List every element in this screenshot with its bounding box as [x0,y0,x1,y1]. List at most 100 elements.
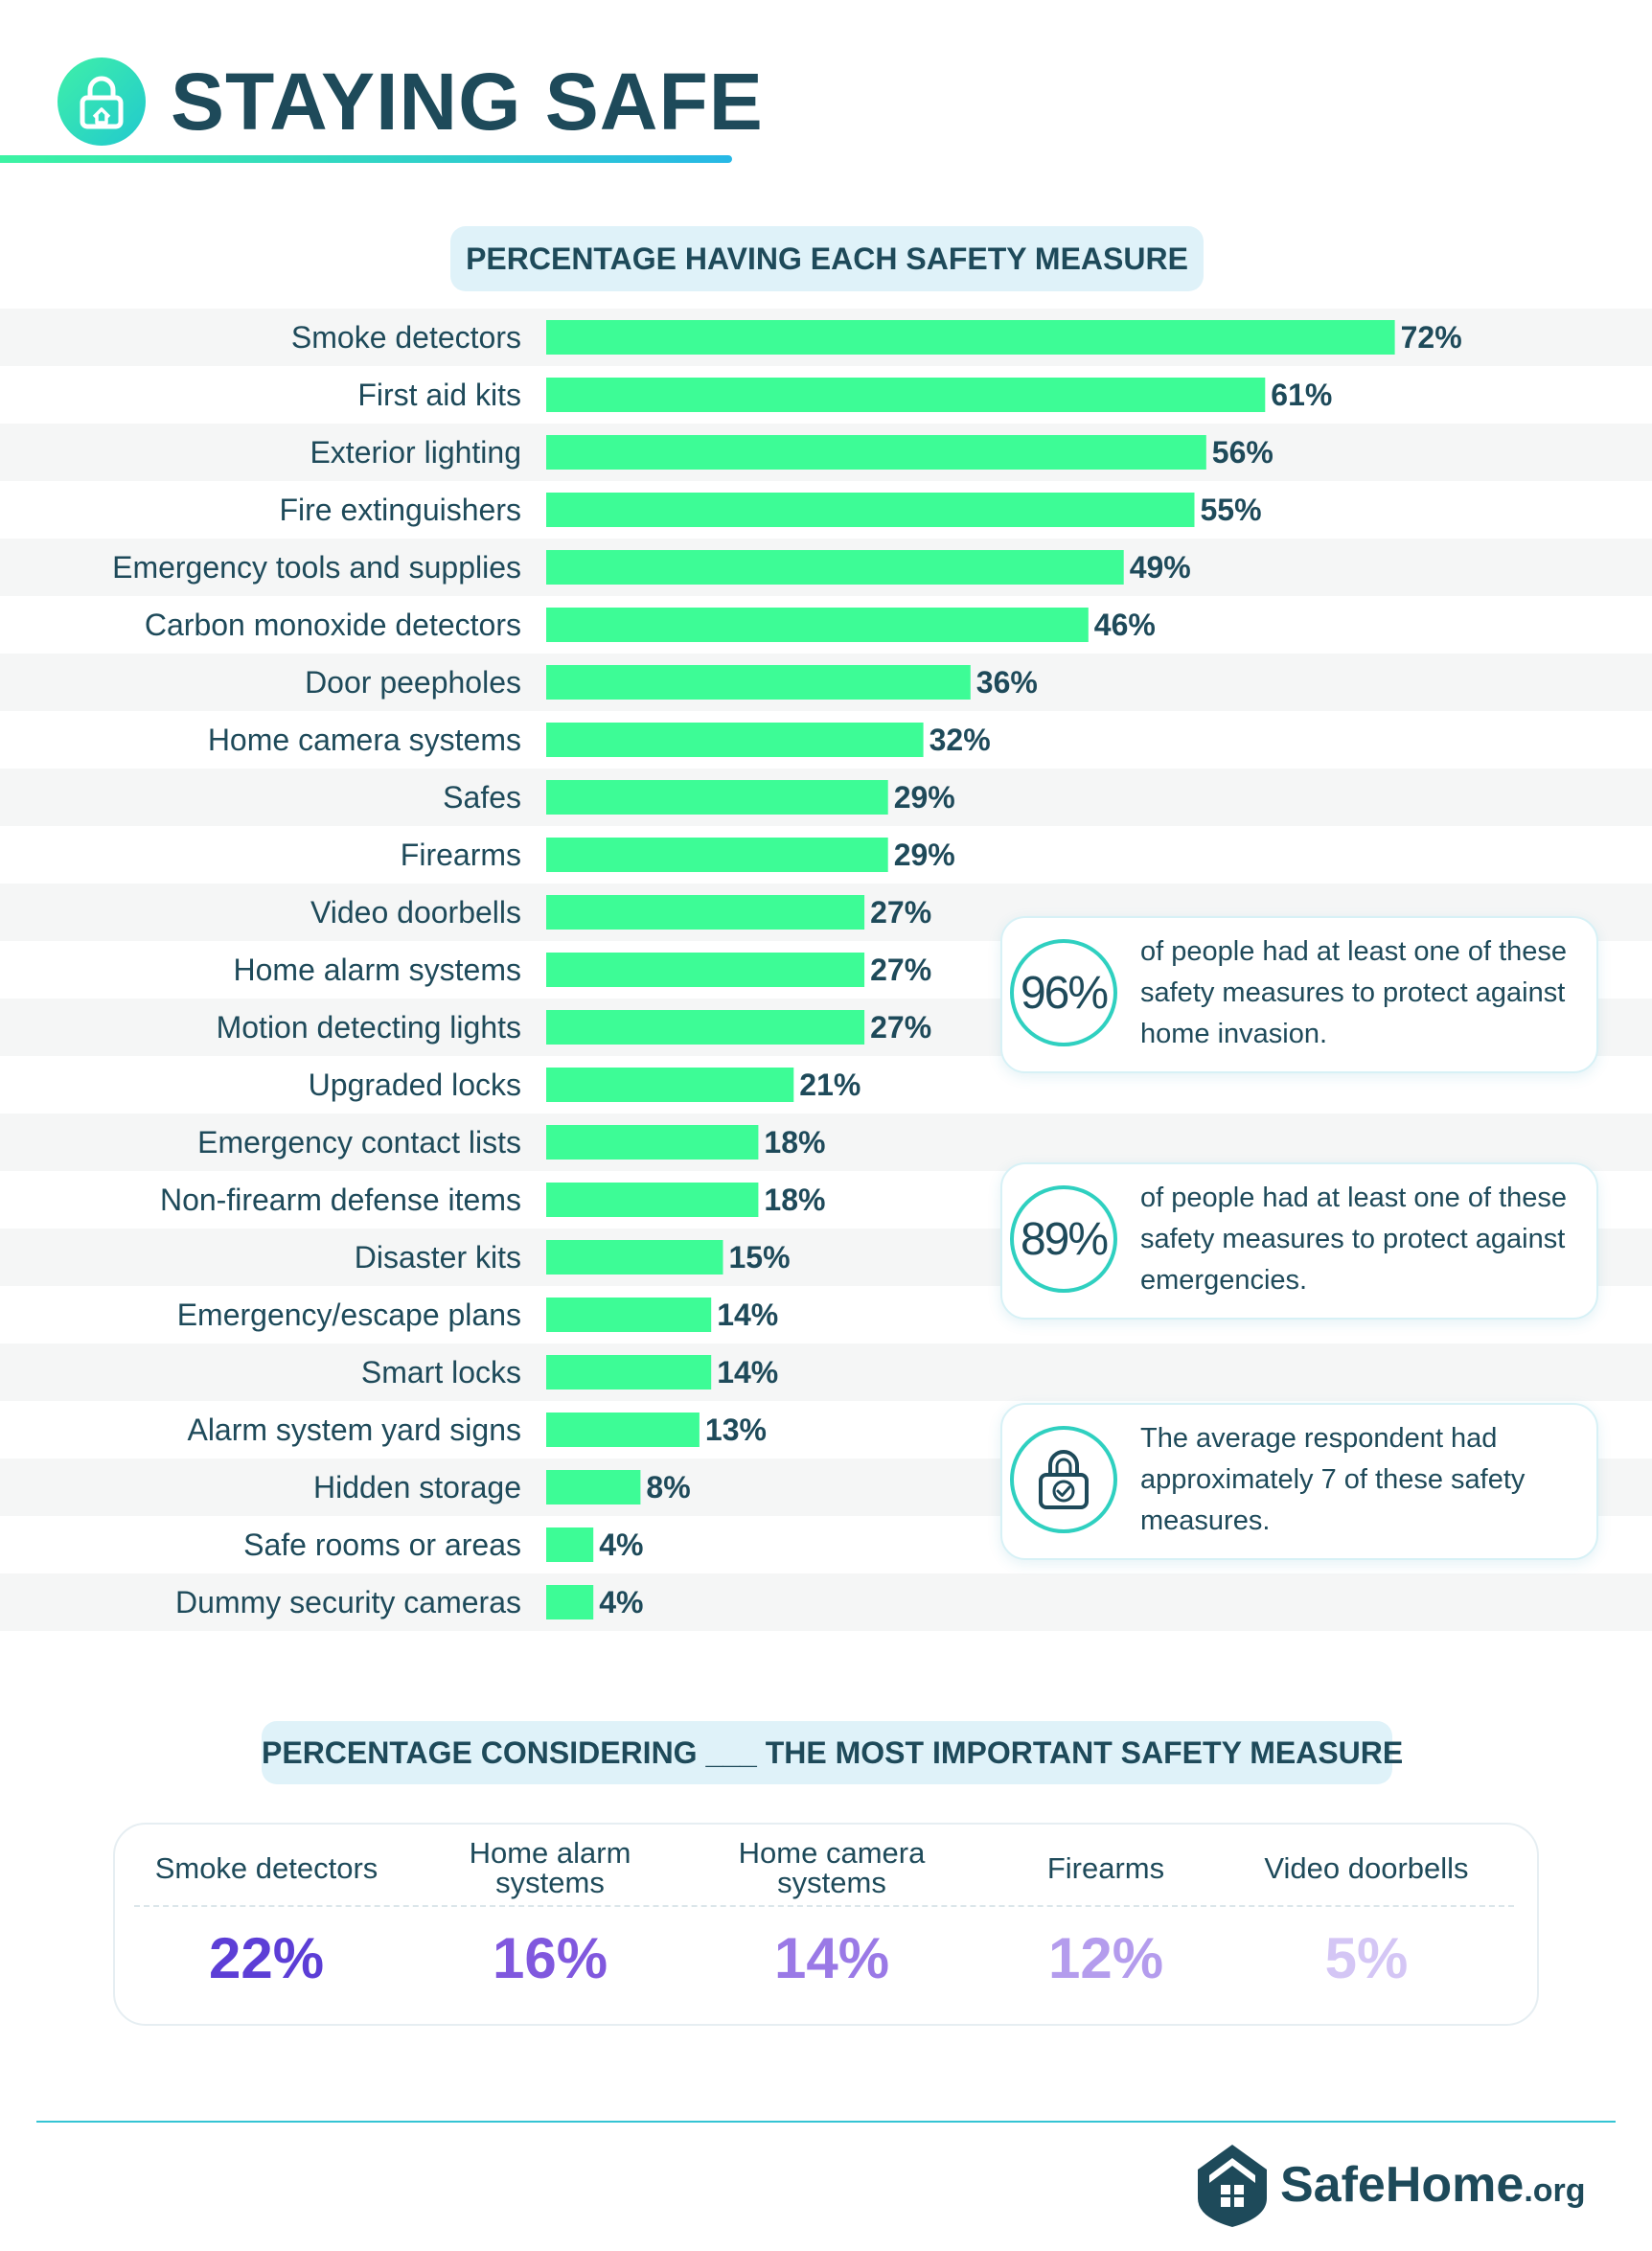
value-label: 4% [599,1585,643,1619]
bar [546,723,924,757]
important-label: Home alarm systems [469,1836,631,1899]
bar [546,953,865,987]
category-label: Video doorbells [310,895,521,930]
value-label: 18% [764,1183,825,1217]
bar [546,608,1089,642]
value-label: 55% [1201,493,1262,527]
value-label: 14% [717,1298,778,1332]
value-label: 27% [870,953,931,987]
category-label: Emergency contact lists [197,1125,521,1160]
value-label: 61% [1271,378,1332,412]
value-label: 13% [705,1413,767,1447]
value-label: 8% [646,1470,690,1504]
stat-circle: 96% [1010,939,1117,1046]
value-label: 29% [894,838,955,872]
value-label: 49% [1130,550,1191,585]
important-value: 5% [1324,1926,1409,1990]
logo-name: SafeHome [1280,2157,1525,2213]
bar [546,838,888,872]
bar [546,1240,723,1275]
row-stripe [0,1114,1652,1171]
bar [546,1125,759,1160]
lock-check-icon [1010,1426,1117,1533]
category-label: Home camera systems [208,723,521,757]
bar [546,1585,594,1619]
value-label: 18% [764,1125,825,1160]
bar [546,1068,794,1102]
important-label: Video doorbells [1264,1850,1469,1885]
bar [546,435,1206,470]
category-label: Home alarm systems [234,953,522,987]
important-value: 14% [773,1926,890,1990]
row-stripe [0,1573,1652,1631]
category-label: Smart locks [361,1355,521,1390]
bar [546,780,888,815]
house-shield-icon [1194,2141,1271,2234]
stat-text: The average respondent had approximately… [1140,1423,1526,1536]
row-stripe [0,1344,1652,1401]
category-label: First aid kits [357,378,521,412]
category-label: Fire extinguishers [279,493,521,527]
important-label: Firearms [1046,1850,1165,1885]
category-label: Safes [443,780,521,815]
logo-text: SafeHome.org [1280,2156,1586,2219]
bar [546,320,1395,355]
category-label: Safe rooms or areas [243,1527,521,1562]
important-label: Home camera systems [738,1836,926,1899]
value-label: 29% [894,780,955,815]
value-label: 14% [717,1355,778,1390]
page-title: STAYING SAFE [171,57,764,147]
stat-circle: 89% [1010,1185,1117,1293]
category-label: Firearms [401,838,521,872]
value-label: 15% [729,1240,791,1275]
logo-tld: .org [1524,2172,1586,2209]
category-label: Emergency/escape plans [177,1298,521,1332]
bar [546,1010,865,1045]
important-value: 16% [492,1926,608,1990]
important-label: Smoke detectors [154,1850,379,1885]
value-label: 4% [599,1527,643,1562]
important-heading: PERCENTAGE CONSIDERING ___ THE MOST IMPO… [262,1721,1403,1784]
stat-callout-home-invasion: 96% of people had at least one of these … [1000,916,1598,1073]
value-label: 27% [870,1010,931,1045]
bar [546,1183,759,1217]
value-label: 56% [1212,435,1273,470]
chart-heading: PERCENTAGE HAVING EACH SAFETY MEASURE [450,226,1204,291]
important-divider [134,1905,1514,1907]
bar [546,1298,712,1332]
category-label: Carbon monoxide detectors [145,608,521,642]
bar [546,895,865,930]
important-value: 12% [1047,1926,1164,1990]
category-label: Emergency tools and supplies [112,550,521,585]
category-label: Upgraded locks [309,1068,521,1102]
bar [546,1413,700,1447]
category-label: Non-firearm defense items [160,1183,521,1217]
bar [546,550,1124,585]
category-label: Exterior lighting [310,435,521,470]
important-value: 22% [208,1926,325,1990]
footer-rule [36,2121,1616,2123]
bar [546,378,1266,412]
category-label: Disaster kits [355,1240,521,1275]
stat-callout-average: The average respondent had approximately… [1000,1403,1598,1560]
value-label: 36% [976,665,1038,700]
value-label: 32% [929,723,991,757]
value-label: 27% [870,895,931,930]
category-label: Motion detecting lights [217,1010,521,1045]
stat-text: of people had at least one of these safe… [1140,1183,1568,1296]
bar [546,1355,712,1390]
category-label: Smoke detectors [291,320,521,355]
category-label: Alarm system yard signs [187,1413,521,1447]
bar [546,665,971,700]
value-label: 46% [1094,608,1156,642]
title-underline [0,155,732,163]
value-label: 21% [799,1068,860,1102]
value-label: 72% [1401,320,1462,355]
bar [546,1470,641,1504]
important-panel [113,1823,1539,2026]
bar [546,1527,594,1562]
category-label: Dummy security cameras [175,1585,521,1619]
category-label: Door peepholes [305,665,521,700]
bar [546,493,1195,527]
lock-badge-icon [57,57,146,146]
